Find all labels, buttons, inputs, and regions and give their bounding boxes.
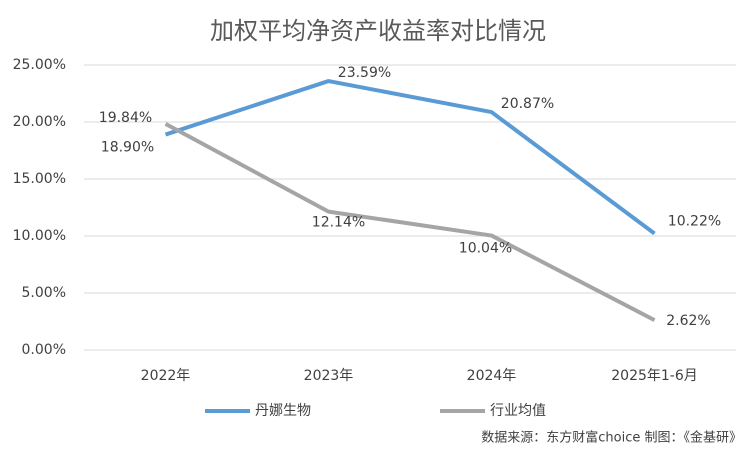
source-note: 数据来源：东方财富choice 制图：《金基研》 <box>481 430 742 446</box>
x-tick-label: 2025年1-6月 <box>611 368 698 384</box>
y-tick-label: 5.00% <box>22 285 66 301</box>
x-tick-label: 2024年 <box>467 368 517 384</box>
data-label: 23.59% <box>338 65 391 81</box>
data-label: 18.90% <box>101 140 154 156</box>
series-line <box>164 79 656 236</box>
data-label: 10.22% <box>668 213 721 229</box>
series-line <box>164 122 656 322</box>
x-tick-label: 2022年 <box>141 368 191 384</box>
y-tick-label: 15.00% <box>13 171 66 187</box>
y-tick-label: 10.00% <box>13 228 66 244</box>
data-label: 12.14% <box>312 215 365 231</box>
data-label: 10.04% <box>459 241 512 257</box>
chart-title: 加权平均净资产收益率对比情况 <box>210 17 546 45</box>
y-tick-label: 25.00% <box>13 57 66 73</box>
data-label: 19.84% <box>99 110 152 126</box>
x-tick-label: 2023年 <box>304 368 354 384</box>
legend-label: 丹娜生物 <box>255 403 311 419</box>
data-label: 20.87% <box>501 96 554 112</box>
legend-label: 行业均值 <box>490 403 546 419</box>
y-tick-label: 20.00% <box>13 114 66 130</box>
data-label: 2.62% <box>666 313 710 329</box>
y-tick-label: 0.00% <box>22 342 66 358</box>
